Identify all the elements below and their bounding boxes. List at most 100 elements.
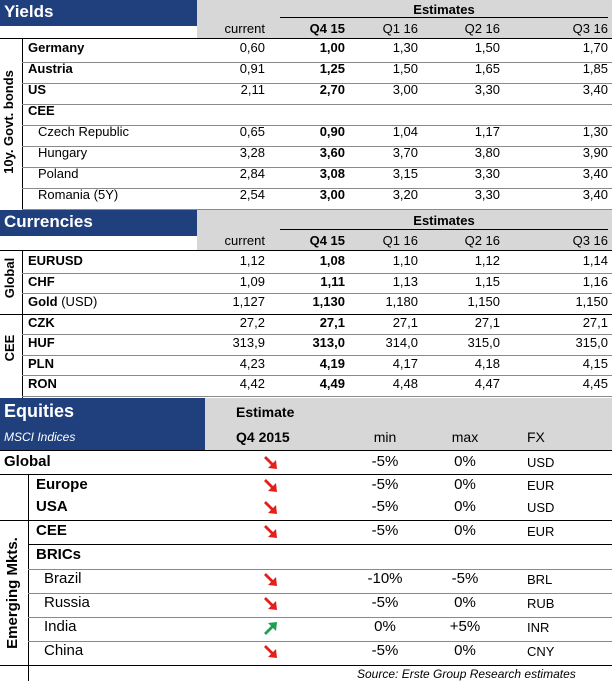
divider	[22, 250, 23, 398]
currencies-header	[0, 210, 197, 236]
divider	[0, 450, 612, 451]
divider	[0, 474, 612, 475]
currencies-value: 313,9	[232, 335, 265, 350]
yields-col-header: current	[224, 21, 265, 36]
currencies-row-label: PLN	[28, 355, 54, 371]
yields-cee-label: Poland	[38, 166, 79, 181]
equities-min: 0%	[374, 618, 396, 635]
equities-fx: EUR	[527, 524, 555, 539]
equities-subtitle: MSCI Indices	[4, 430, 76, 444]
yields-value: 1,65	[474, 61, 500, 76]
currencies-value: 4,18	[474, 355, 500, 371]
equities-min: -5%	[371, 476, 399, 493]
currencies-value: 1,180	[385, 294, 418, 309]
equities-max: 0%	[454, 642, 476, 659]
yields-value: 1,25	[319, 61, 345, 76]
equities-col-fx: FX	[527, 429, 545, 445]
equities-min: -5%	[371, 642, 399, 659]
currencies-col-header: Q3 16	[572, 233, 608, 248]
divider	[0, 38, 612, 39]
equities-row-label: CEE	[36, 522, 67, 539]
currencies-value: 27,1	[392, 314, 418, 330]
yields-value: 0,91	[239, 61, 265, 76]
equities-row-label: China	[44, 642, 84, 659]
divider	[280, 229, 608, 230]
yields-col-header: Q2 16	[464, 21, 500, 36]
currencies-value: 4,47	[474, 376, 500, 391]
divider	[28, 474, 29, 681]
yields-value: 2,11	[240, 82, 265, 97]
equities-min: -5%	[371, 453, 399, 470]
divider	[22, 83, 612, 84]
arrow-down-icon	[264, 525, 277, 538]
equities-fx: INR	[527, 620, 550, 635]
currencies-value: 1,15	[474, 273, 500, 289]
currencies-value: 4,45	[582, 376, 608, 391]
equities-max: 0%	[454, 522, 476, 539]
equities-max: 0%	[454, 476, 476, 493]
currencies-col-header: Q4 15	[309, 233, 345, 248]
currencies-value: 27,1	[582, 314, 608, 330]
divider	[0, 665, 612, 666]
yields-cee-label: Romania (5Y)	[38, 187, 119, 202]
currencies-value: 1,12	[239, 253, 265, 268]
yields-group-label: CEE	[28, 103, 55, 118]
currencies-row-label: CZK	[28, 314, 55, 330]
equities-header	[0, 398, 205, 450]
arrow-up-icon	[264, 622, 277, 635]
currencies-value: 313,0	[312, 335, 345, 350]
equities-row-label: USA	[36, 498, 68, 515]
yields-value: 1,30	[582, 124, 608, 139]
currencies-row-label: CHF	[28, 274, 55, 289]
currencies-value: 1,16	[582, 273, 608, 289]
yields-value: 3,30	[474, 187, 500, 202]
equities-max: +5%	[449, 618, 481, 635]
yields-value: 3,60	[319, 145, 345, 160]
yields-value: 1,50	[392, 61, 418, 76]
currencies-value: 4,17	[392, 355, 418, 371]
equities-fx: RUB	[527, 596, 555, 611]
currency-name: EURUSD	[28, 253, 83, 268]
equities-estimate-label: Estimate	[236, 404, 295, 420]
yields-row-label: Austria	[28, 61, 73, 76]
currencies-title: Currencies	[4, 212, 93, 231]
yields-value: 3,40	[582, 166, 608, 181]
currencies-value: 314,0	[385, 335, 418, 350]
yields-value: 1,50	[474, 40, 500, 55]
equities-row-label: Russia	[44, 594, 90, 611]
equities-side-label: Emerging Mkts.	[4, 537, 21, 649]
equities-max: -5%	[451, 570, 479, 587]
currencies-value: 27,2	[239, 314, 265, 330]
yields-value: 3,90	[582, 145, 608, 160]
currencies-value: 27,1	[319, 314, 345, 330]
yields-value: 3,70	[392, 145, 418, 160]
equities-col-min: min	[373, 429, 397, 445]
currencies-value: 315,0	[467, 335, 500, 350]
yields-header-bg	[197, 0, 612, 38]
divider	[22, 272, 612, 274]
yields-value: 3,20	[392, 187, 418, 202]
arrow-down-icon	[264, 479, 277, 492]
equities-min: -5%	[371, 594, 399, 611]
arrow-down-icon	[264, 573, 277, 586]
equities-fx: USD	[527, 455, 555, 470]
equities-min: -10%	[367, 570, 403, 587]
yields-value: 3,00	[319, 187, 345, 202]
currencies-value: 4,42	[239, 376, 265, 391]
equities-fx: BRL	[527, 572, 553, 587]
divider	[22, 354, 612, 356]
currencies-row-label: Gold (USD)	[28, 294, 97, 309]
arrow-down-icon	[264, 456, 277, 469]
equities-row-label: Brazil	[44, 570, 82, 587]
equities-max: 0%	[454, 453, 476, 470]
yields-value: 1,30	[392, 40, 418, 55]
yields-value: 3,40	[582, 187, 608, 202]
source-note: Source: Erste Group Research estimates	[357, 667, 576, 681]
currencies-value: 27,1	[474, 314, 500, 330]
yields-cee-label: Hungary	[38, 145, 88, 160]
yields-col-header: Q4 15	[309, 21, 345, 36]
currencies-value: 1,13	[392, 273, 418, 289]
yields-value: 3,28	[239, 145, 265, 160]
yields-col-header: Q3 16	[572, 21, 608, 36]
divider	[22, 146, 612, 147]
